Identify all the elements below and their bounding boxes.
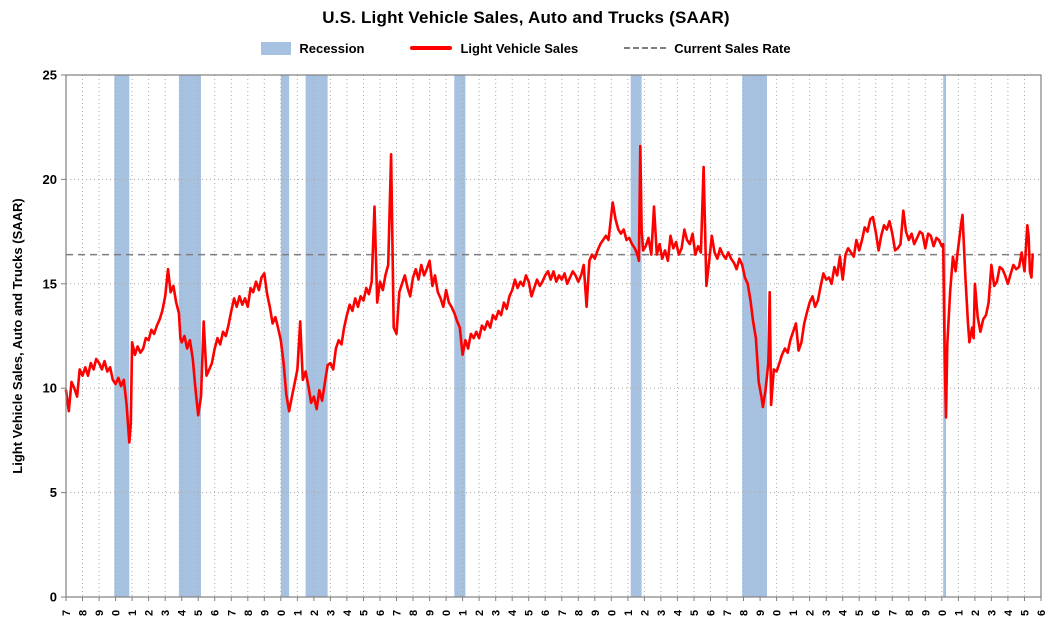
x-tick-label: 1	[953, 610, 965, 616]
x-tick-label: 3	[160, 610, 172, 616]
y-axis-title: Light Vehicle Sales, Auto and Trucks (SA…	[10, 198, 25, 473]
sales-line-swatch	[410, 46, 453, 50]
x-tick-label: 4	[838, 609, 850, 616]
x-tick-label: 7	[392, 610, 404, 616]
x-tick-label: 6	[871, 610, 883, 616]
legend-label-recession: Recession	[299, 40, 365, 56]
x-tick-label: 0	[111, 610, 123, 616]
recession-band	[305, 75, 328, 597]
x-tick-label: 2	[805, 610, 817, 616]
x-tick-label: 8	[78, 610, 90, 616]
x-tick-label: 6	[1036, 610, 1048, 616]
y-tick-label: 5	[50, 485, 57, 500]
recession-band	[630, 75, 642, 597]
x-tick-label: 4	[1003, 609, 1015, 616]
x-tick-label: 9	[590, 610, 602, 616]
x-tick-label: 3	[986, 610, 998, 616]
legend-label-current-sales-rate: Current Sales Rate	[674, 40, 791, 56]
x-tick-label: 5	[359, 610, 371, 616]
x-tick-label: 2	[144, 610, 156, 616]
x-tick-label: 0	[772, 610, 784, 616]
x-tick-label: 7	[61, 610, 73, 616]
recession-band	[114, 75, 130, 597]
x-tick-label: 8	[243, 610, 255, 616]
sales-line	[64, 144, 1034, 444]
x-tick-label: 3	[821, 610, 833, 616]
x-tick-label: 5	[689, 610, 701, 616]
x-tick-label: 5	[1020, 610, 1032, 616]
x-tick-label: 9	[425, 610, 437, 616]
x-tick-label: 0	[441, 610, 453, 616]
y-tick-label: 20	[43, 172, 57, 187]
x-tick-label: 8	[739, 610, 751, 616]
x-tick-label: 1	[127, 610, 139, 616]
x-tick-label: 2	[474, 610, 486, 616]
x-tick-label: 9	[755, 610, 767, 616]
x-tick-label: 1	[458, 610, 470, 616]
y-tick-label: 15	[43, 276, 57, 291]
recession-band	[280, 75, 290, 597]
x-tick-label: 1	[788, 610, 800, 616]
x-tick-label: 9	[920, 610, 932, 616]
x-tick-label: 3	[656, 610, 668, 616]
x-tick-label: 5	[854, 610, 866, 616]
chart-header: U.S. Light Vehicle Sales, Auto and Truck…	[0, 0, 1052, 57]
x-tick-label: 9	[94, 610, 106, 616]
chart-title: U.S. Light Vehicle Sales, Auto and Truck…	[322, 8, 730, 27]
x-tick-label: 4	[342, 609, 354, 616]
x-tick-label: 5	[193, 610, 205, 616]
plot-border	[65, 74, 1042, 598]
x-tick-label: 8	[573, 610, 585, 616]
current-rate-swatch	[624, 47, 667, 49]
x-tick-label: 2	[639, 610, 651, 616]
x-tick-label: 3	[491, 610, 503, 616]
x-tick-label: 7	[226, 610, 238, 616]
recession-band	[178, 75, 201, 597]
legend-label-light-vehicle-sales: Light Vehicle Sales	[460, 40, 579, 56]
x-tick-label: 4	[672, 609, 684, 616]
x-tick-label: 2	[309, 610, 321, 616]
x-tick-label: 1	[292, 610, 304, 616]
chart-legend: Recession Light Vehicle Sales Current Sa…	[0, 39, 1052, 57]
x-tick-label: 0	[276, 610, 288, 616]
x-tick-label: 7	[887, 610, 899, 616]
y-tick-label: 10	[43, 381, 57, 396]
recession-swatch	[261, 41, 292, 55]
x-tick-label: 2	[970, 610, 982, 616]
x-tick-label: 1	[623, 610, 635, 616]
x-tick-label: 5	[524, 610, 536, 616]
x-tick-label: 6	[210, 610, 222, 616]
x-tick-label: 4	[177, 609, 189, 616]
plot-area: Light Vehicle Sales, Auto and Trucks (SA…	[10, 68, 1048, 617]
y-tick-label: 0	[50, 590, 57, 605]
x-tick-label: 7	[722, 610, 734, 616]
legend-item-current-sales-rate: Current Sales Rate	[624, 40, 791, 56]
x-tick-label: 6	[540, 610, 552, 616]
x-tick-label: 8	[904, 610, 916, 616]
x-tick-label: 6	[706, 610, 718, 616]
x-tick-label: 6	[375, 610, 387, 616]
y-tick-label: 25	[43, 68, 57, 83]
x-tick-label: 9	[259, 610, 271, 616]
x-tick-label: 7	[557, 610, 569, 616]
legend-item-light-vehicle-sales: Light Vehicle Sales	[410, 41, 578, 56]
x-tick-label: 4	[507, 609, 519, 616]
x-tick-label: 3	[325, 610, 337, 616]
legend-item-recession: Recession	[261, 41, 364, 56]
x-tick-label: 0	[937, 610, 949, 616]
x-tick-label: 8	[408, 610, 420, 616]
x-tick-label: 0	[606, 610, 618, 616]
